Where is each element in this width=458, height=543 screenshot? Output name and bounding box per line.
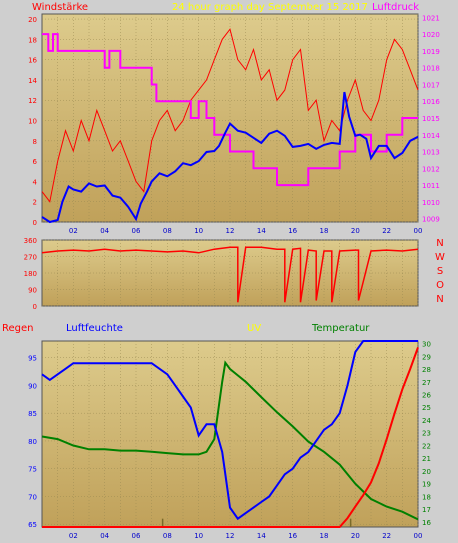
x-tick-label: 00 — [414, 227, 423, 235]
y-left-tick-label: 14 — [28, 77, 37, 85]
x-tick-label: 16 — [288, 532, 297, 540]
y-left-tick-label: 0 — [33, 303, 37, 311]
x-tick-label: 18 — [320, 532, 329, 540]
y-left-tick-label: 18 — [28, 36, 37, 44]
x-tick-label: 02 — [69, 227, 78, 235]
y-left-tick-label: 90 — [28, 287, 37, 295]
y-left-tick-label: 16 — [28, 57, 37, 65]
rain-label: Regen — [2, 323, 34, 334]
y-right-tick-label: 30 — [422, 341, 431, 349]
x-tick-label: 18 — [320, 227, 329, 235]
pressure-axis-label: Luftdruck — [372, 2, 419, 13]
y-right-tick-label: 26 — [422, 392, 431, 400]
series-pressure — [42, 33, 418, 187]
x-tick-label: 12 — [226, 532, 235, 540]
y-right-tick-label: 16 — [422, 519, 431, 527]
x-tick-label: 14 — [257, 532, 266, 540]
y-right-tick-label: 1014 — [422, 132, 440, 140]
y-left-tick-label: 70 — [28, 493, 37, 501]
y-left-tick-label: 270 — [24, 254, 37, 262]
y-left-tick-label: 4 — [33, 178, 38, 186]
x-tick-label: 06 — [132, 227, 141, 235]
y-left-tick-label: 180 — [24, 270, 37, 278]
x-tick-label: 06 — [132, 532, 141, 540]
series-direction — [41, 246, 419, 303]
x-tick-label: 10 — [194, 532, 203, 540]
series-humidity — [41, 340, 418, 521]
uv-label: UV — [247, 323, 261, 334]
y-left-tick-label: 6 — [33, 158, 38, 166]
temperature-label: Temperatur — [311, 323, 370, 334]
direction-letter: N — [436, 294, 443, 305]
y-right-tick-label: 29 — [422, 353, 431, 361]
direction-letter: S — [437, 266, 443, 277]
y-right-tick-label: 1015 — [422, 115, 440, 123]
y-right-tick-label: 19 — [422, 481, 431, 489]
y-right-tick-label: 1018 — [422, 65, 440, 73]
x-tick-label: 08 — [163, 227, 172, 235]
x-tick-label: 14 — [257, 227, 266, 235]
x-tick-label: 16 — [288, 227, 297, 235]
x-tick-label: 20 — [351, 227, 360, 235]
y-right-tick-label: 1010 — [422, 199, 440, 207]
y-left-tick-label: 80 — [28, 438, 37, 446]
series-temperature — [41, 360, 419, 521]
y-left-tick-label: 8 — [33, 138, 37, 146]
x-tick-label: 20 — [351, 532, 360, 540]
y-left-tick-label: 20 — [28, 16, 37, 24]
y-right-tick-label: 1009 — [422, 216, 440, 224]
y-left-tick-label: 10 — [28, 118, 37, 126]
wind-axis-label: Windstärke — [32, 2, 88, 13]
y-right-tick-label: 22 — [422, 442, 431, 450]
y-right-tick-label: 1016 — [422, 98, 440, 106]
y-left-tick-label: 75 — [28, 466, 37, 474]
x-tick-label: 04 — [100, 227, 109, 235]
humidity-label: Luftfeuchte — [66, 323, 123, 334]
y-right-tick-label: 21 — [422, 455, 431, 463]
y-right-tick-label: 1013 — [422, 149, 440, 157]
y-right-tick-label: 20 — [422, 468, 431, 476]
y-right-tick-label: 17 — [422, 506, 431, 514]
y-right-tick-label: 24 — [422, 417, 431, 425]
direction-letter: W — [435, 252, 445, 263]
y-left-tick-label: 2 — [33, 199, 37, 207]
y-right-tick-label: 1021 — [422, 14, 440, 22]
series-wind_avg — [41, 91, 419, 224]
y-left-tick-label: 65 — [28, 521, 37, 529]
direction-letter: N — [436, 238, 443, 249]
x-tick-label: 22 — [382, 227, 391, 235]
y-right-tick-label: 1011 — [422, 182, 440, 190]
x-tick-label: 12 — [226, 227, 235, 235]
y-right-tick-label: 1012 — [422, 165, 440, 173]
y-left-tick-label: 90 — [28, 382, 37, 390]
x-tick-label: 04 — [100, 532, 109, 540]
y-left-tick-label: 0 — [33, 219, 37, 227]
y-right-tick-label: 28 — [422, 366, 431, 374]
y-right-tick-label: 18 — [422, 493, 431, 501]
series-rain — [42, 347, 419, 528]
chart-title: 24 hour graph day September 15 2017 — [172, 2, 368, 13]
y-left-tick-label: 12 — [28, 97, 37, 105]
y-right-tick-label: 27 — [422, 379, 431, 387]
direction-letter: O — [436, 280, 444, 291]
x-tick-label: 02 — [69, 532, 78, 540]
y-left-tick-label: 95 — [28, 355, 37, 363]
y-left-tick-label: 360 — [24, 237, 37, 245]
x-tick-label: 10 — [194, 227, 203, 235]
series-wind_gust — [41, 28, 419, 203]
x-tick-label: 00 — [414, 532, 423, 540]
y-right-tick-label: 23 — [422, 430, 431, 438]
x-tick-label: 08 — [163, 532, 172, 540]
y-right-tick-label: 25 — [422, 404, 431, 412]
y-left-tick-label: 85 — [28, 410, 37, 418]
x-tick-label: 22 — [382, 532, 391, 540]
y-right-tick-label: 1019 — [422, 48, 440, 56]
plot-area-0 — [41, 13, 419, 223]
y-right-tick-label: 1020 — [422, 31, 440, 39]
y-right-tick-label: 1017 — [422, 81, 440, 89]
